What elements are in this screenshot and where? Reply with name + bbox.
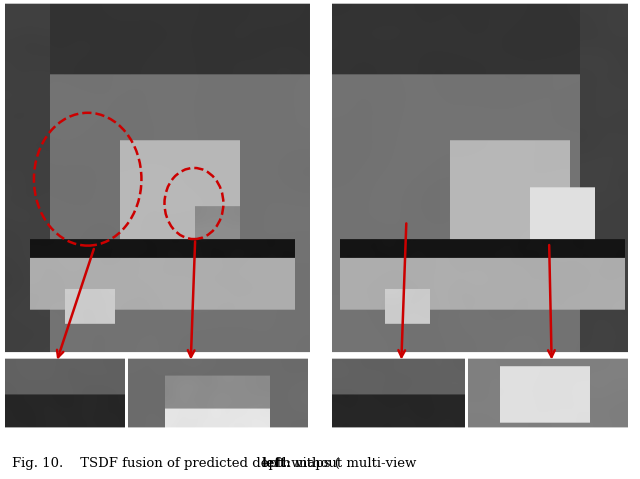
Text: left:: left: [261,457,291,470]
Text: Fig. 10.    TSDF fusion of predicted depth maps (: Fig. 10. TSDF fusion of predicted depth … [12,457,339,470]
Text: without multi-view: without multi-view [287,457,417,470]
